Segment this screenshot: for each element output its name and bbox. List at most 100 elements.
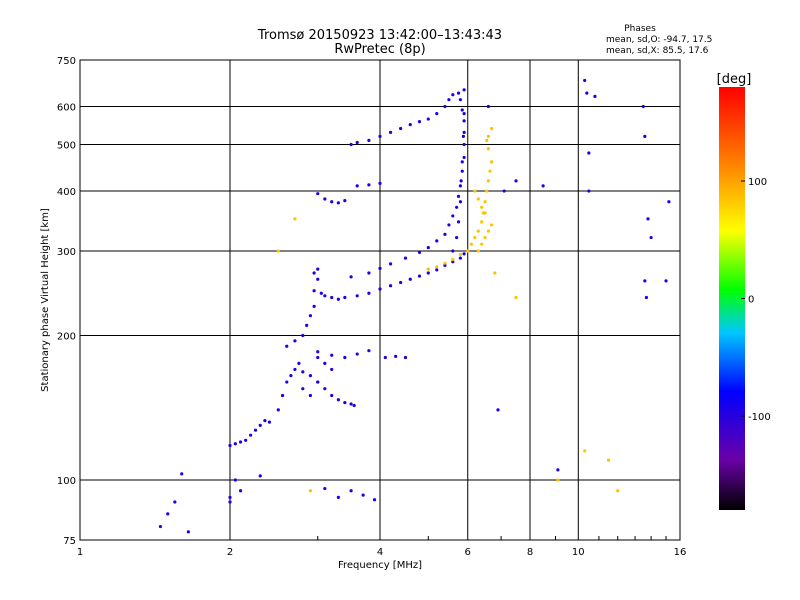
o-mode-point <box>343 400 347 405</box>
y-tick-label: 400 <box>57 187 76 198</box>
o-mode-point <box>355 352 359 356</box>
o-mode-point <box>367 138 371 142</box>
o-mode-point <box>352 403 356 408</box>
x-tick-label: 4 <box>377 547 383 558</box>
colorbar-ticks: 100 0 -100 <box>741 177 771 423</box>
x-mode-point <box>451 257 455 262</box>
o-mode-point <box>378 287 382 291</box>
o-mode-point <box>664 279 668 283</box>
y-tick-label: 500 <box>57 141 76 152</box>
chart-title: Tromsø 20150923 13:42:00–13:43:43 <box>257 28 502 43</box>
x-mode-point <box>480 220 484 224</box>
o-mode-point <box>258 474 262 478</box>
echo-points <box>158 78 671 534</box>
o-mode-point <box>447 98 451 102</box>
o-mode-point <box>355 184 359 188</box>
x-tick-label: 2 <box>227 547 233 558</box>
x-mode-point <box>466 249 470 253</box>
o-mode-point <box>496 408 500 412</box>
o-mode-point <box>293 339 297 343</box>
x-mode-point <box>435 265 439 269</box>
o-mode-point <box>462 130 466 134</box>
o-mode-point <box>323 197 327 201</box>
x-axis-label: Frequency [MHz] <box>338 560 422 571</box>
x-mode-point <box>426 267 430 271</box>
o-mode-point <box>330 200 334 204</box>
o-mode-point <box>323 294 327 298</box>
o-mode-point <box>378 134 382 138</box>
x-mode-point <box>476 197 480 201</box>
o-mode-point <box>355 294 359 298</box>
o-mode-point <box>417 274 422 278</box>
y-tick-label: 300 <box>57 247 76 258</box>
o-mode-point <box>435 239 439 243</box>
o-mode-point <box>343 199 347 203</box>
o-mode-point <box>460 160 464 164</box>
x-tick-label: 16 <box>674 547 687 558</box>
o-mode-point <box>443 232 447 236</box>
o-mode-point <box>460 169 464 173</box>
o-mode-point <box>408 123 412 127</box>
o-mode-point <box>514 179 518 183</box>
x-mode-point <box>293 217 297 221</box>
x-mode-point <box>514 295 518 300</box>
o-mode-point <box>316 350 320 354</box>
chart-subtitle: RwPretec (8p) <box>334 42 425 57</box>
o-mode-point <box>460 108 464 112</box>
o-mode-point <box>456 220 461 224</box>
o-mode-point <box>343 355 347 360</box>
o-mode-point <box>462 119 466 123</box>
o-mode-point <box>293 367 297 372</box>
x-mode-point <box>483 200 487 204</box>
x-mode-point <box>443 261 447 265</box>
colorbar-tick-label: 0 <box>748 295 754 306</box>
o-mode-point <box>305 323 309 327</box>
x-mode-point <box>556 478 560 482</box>
o-mode-point <box>330 367 334 372</box>
o-mode-point <box>367 183 371 187</box>
o-mode-point <box>336 297 340 301</box>
o-mode-point <box>458 256 463 260</box>
o-mode-point <box>426 245 430 250</box>
o-mode-point <box>336 495 340 500</box>
o-mode-point <box>587 189 591 193</box>
o-mode-point <box>456 91 461 95</box>
o-mode-point <box>166 512 170 516</box>
y-tick-label: 100 <box>57 476 76 487</box>
o-mode-point <box>233 442 237 446</box>
o-mode-point <box>186 530 190 534</box>
o-mode-point <box>238 489 243 493</box>
o-mode-point <box>301 387 305 391</box>
x-mode-point <box>616 489 620 493</box>
o-mode-point <box>455 205 459 209</box>
o-mode-point <box>263 418 267 423</box>
o-mode-point <box>355 140 359 145</box>
o-mode-point <box>276 408 280 412</box>
o-mode-point <box>244 438 248 442</box>
plot-frame <box>79 59 681 541</box>
phases-x-stats: mean, sd,X: 85.5, 17.6 <box>606 46 709 56</box>
o-mode-point <box>388 130 393 134</box>
o-mode-point <box>180 472 184 476</box>
x-mode-point <box>493 271 497 275</box>
o-mode-point <box>173 500 177 504</box>
o-mode-point <box>458 200 463 204</box>
o-mode-point <box>253 428 258 432</box>
o-mode-point <box>228 443 232 448</box>
o-mode-point <box>258 423 262 427</box>
o-mode-point <box>456 194 461 198</box>
o-mode-point <box>461 134 465 138</box>
o-mode-point <box>644 295 649 300</box>
colorbar <box>719 87 745 510</box>
o-mode-point <box>316 380 320 384</box>
o-mode-point <box>388 284 393 288</box>
o-mode-point <box>349 275 353 279</box>
o-mode-point <box>585 91 589 95</box>
o-mode-point <box>643 279 647 283</box>
o-mode-point <box>228 495 232 500</box>
o-mode-point <box>462 142 466 147</box>
o-mode-point <box>330 393 334 398</box>
o-mode-point <box>319 291 323 295</box>
x-mode-point <box>488 169 492 173</box>
o-mode-point <box>308 393 313 398</box>
